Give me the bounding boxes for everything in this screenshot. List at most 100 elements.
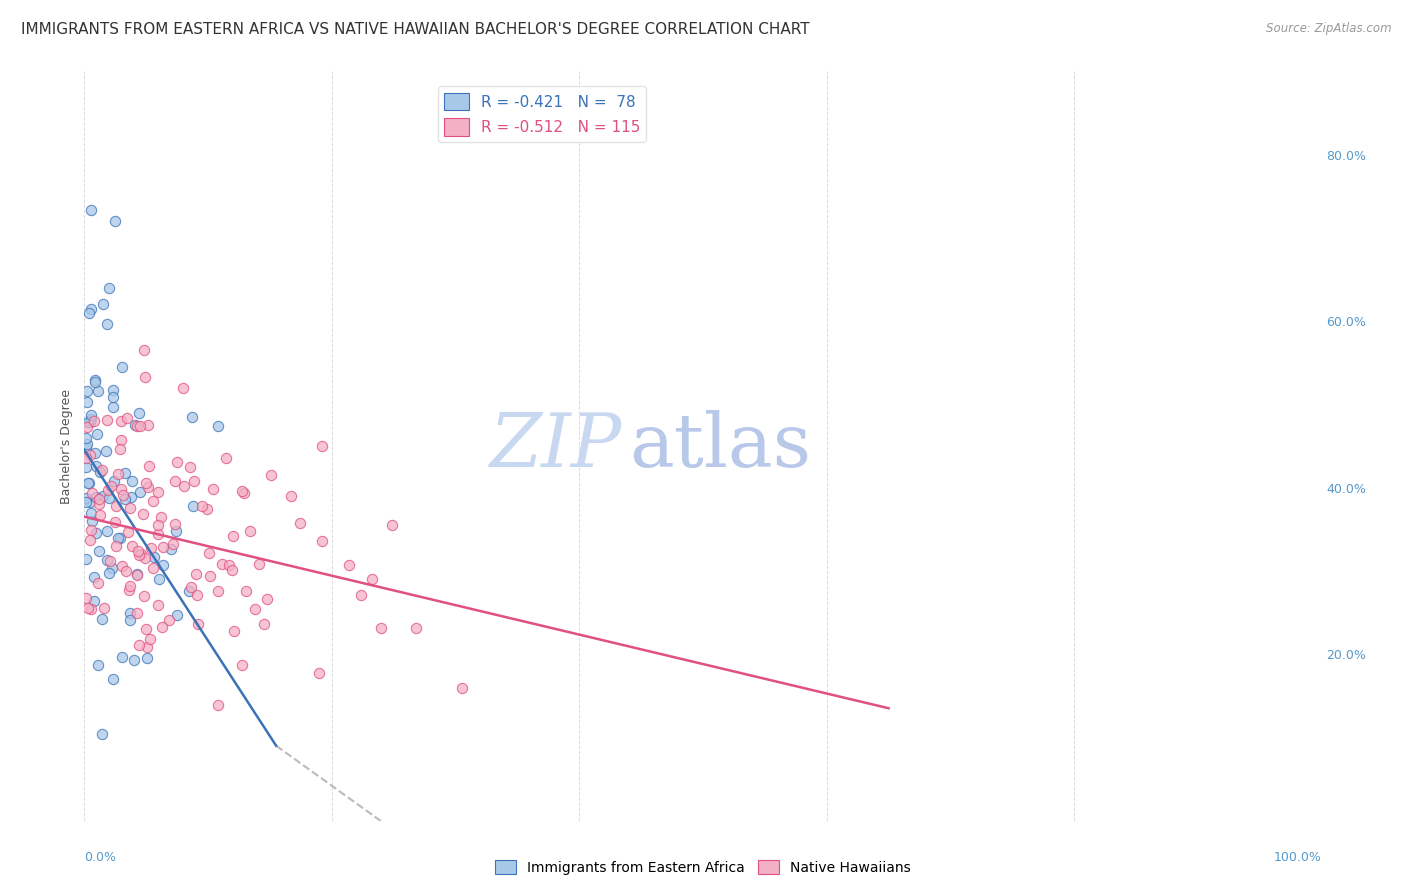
Point [98, 281, 121, 295]
Point [84, 491, 107, 505]
Point [152, 541, 174, 555]
Text: 100.0%: 100.0% [1274, 851, 1322, 863]
Point [87, 658, 110, 673]
Point [104, 515, 127, 529]
Point [75, 552, 97, 566]
Point [121, 539, 143, 553]
Point [80, 602, 103, 616]
Point [160, 541, 183, 556]
Point [191, 500, 214, 514]
Point [94, 444, 117, 458]
Point [231, 658, 253, 673]
Point [142, 560, 165, 574]
Point [101, 673, 124, 687]
Text: IMMIGRANTS FROM EASTERN AFRICA VS NATIVE HAWAIIAN BACHELOR'S DEGREE CORRELATION : IMMIGRANTS FROM EASTERN AFRICA VS NATIVE… [21, 22, 810, 37]
Point [350, 588, 373, 602]
Point [110, 433, 132, 447]
Point [146, 527, 169, 541]
Point [162, 537, 184, 551]
Point [128, 484, 150, 499]
Point [135, 650, 157, 665]
Point [75, 460, 97, 475]
Point [148, 572, 170, 586]
Point [87, 497, 110, 511]
Point [280, 489, 302, 503]
Point [97, 491, 120, 506]
Point [152, 558, 174, 573]
Point [166, 455, 188, 469]
Text: atlas: atlas [628, 409, 811, 483]
Point [90, 726, 112, 740]
Text: ZIP: ZIP [491, 409, 623, 483]
Point [405, 621, 427, 635]
Point [100, 479, 122, 493]
Point [360, 572, 382, 586]
Point [96, 317, 118, 331]
Point [87, 576, 110, 591]
Point [110, 414, 132, 428]
Point [222, 529, 245, 543]
Text: 0.0%: 0.0% [84, 851, 117, 863]
Point [221, 564, 243, 578]
Point [111, 559, 134, 574]
Point [107, 467, 129, 482]
Point [89, 508, 111, 522]
Point [124, 417, 146, 432]
Point [75, 451, 97, 466]
Point [125, 566, 148, 581]
Point [96, 553, 118, 567]
Point [80, 523, 103, 537]
Point [76, 476, 98, 491]
Point [105, 539, 128, 553]
Point [120, 500, 142, 515]
Point [89, 465, 111, 479]
Point [127, 544, 149, 558]
Point [108, 531, 131, 545]
Point [118, 613, 141, 627]
Point [370, 621, 392, 635]
Point [198, 546, 221, 560]
Point [247, 557, 270, 571]
Point [75, 491, 97, 506]
Point [132, 507, 155, 521]
Point [198, 569, 221, 583]
Point [157, 613, 180, 627]
Point [77, 601, 100, 615]
Point [451, 681, 474, 695]
Point [91, 297, 114, 311]
Point [134, 370, 156, 384]
Legend: R = -0.421   N =  78, R = -0.512   N = 115: R = -0.421 N = 78, R = -0.512 N = 115 [439, 87, 647, 142]
Point [111, 359, 134, 374]
Point [128, 638, 150, 652]
Point [165, 524, 187, 538]
Point [128, 406, 150, 420]
Point [76, 420, 98, 434]
Point [224, 624, 246, 638]
Point [97, 483, 120, 497]
Point [101, 561, 124, 575]
Y-axis label: Bachelor's Degree: Bachelor's Degree [60, 389, 73, 503]
Point [121, 474, 143, 488]
Point [86, 426, 108, 441]
Point [105, 500, 128, 514]
Point [166, 607, 188, 622]
Point [84, 525, 107, 540]
Point [195, 501, 218, 516]
Point [135, 475, 157, 490]
Text: Source: ZipAtlas.com: Source: ZipAtlas.com [1267, 22, 1392, 36]
Point [149, 509, 172, 524]
Point [235, 583, 257, 598]
Point [77, 306, 100, 320]
Point [83, 375, 105, 389]
Point [253, 616, 276, 631]
Point [79, 408, 101, 422]
Point [124, 653, 146, 667]
Point [207, 418, 229, 433]
Point [308, 666, 330, 681]
Point [83, 570, 105, 584]
Point [173, 479, 195, 493]
Point [75, 431, 97, 445]
Point [104, 214, 127, 228]
Point [84, 445, 107, 459]
Point [181, 410, 204, 425]
